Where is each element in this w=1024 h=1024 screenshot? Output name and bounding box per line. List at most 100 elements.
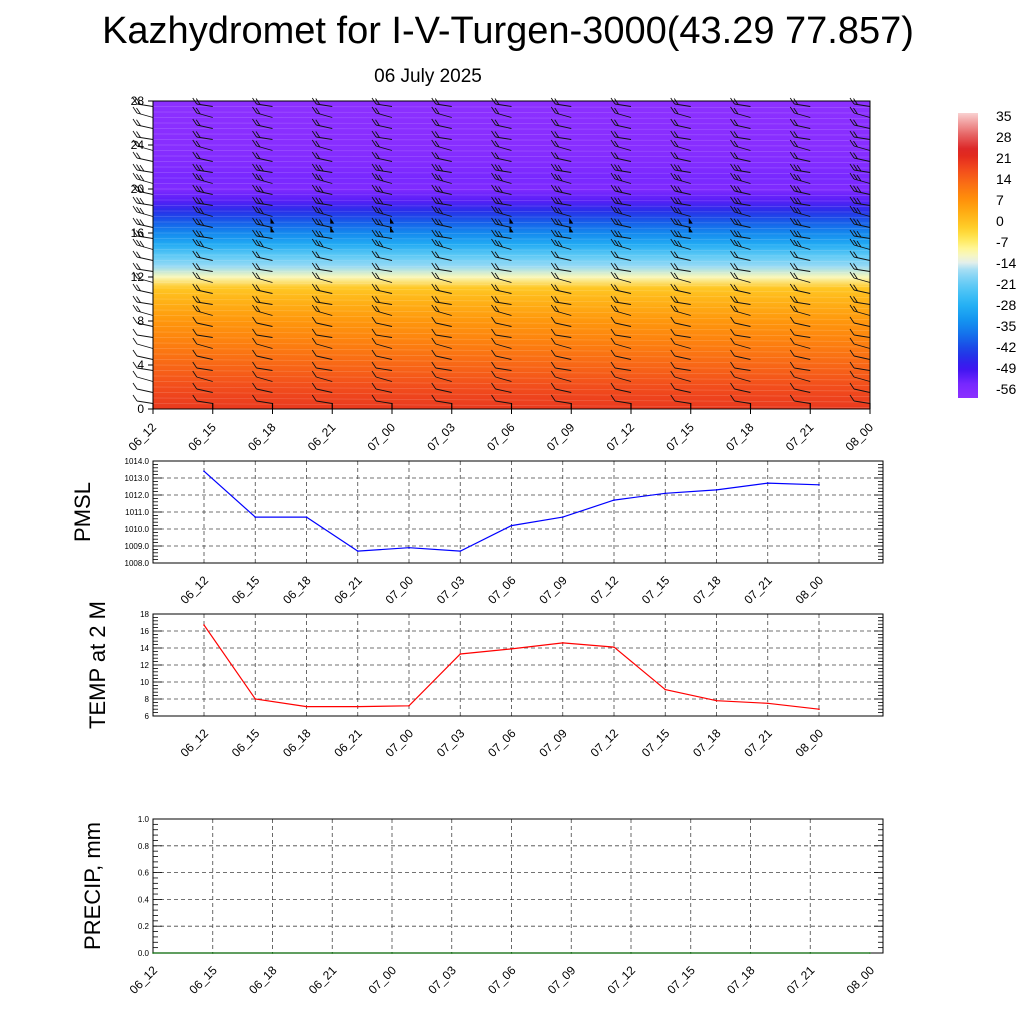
wind-barb	[730, 163, 751, 173]
wind-barb	[491, 196, 512, 206]
wind-barb	[431, 316, 452, 327]
data-point	[809, 952, 812, 954]
x-tick-label: 07_03	[434, 573, 468, 607]
x-tick-label: 07_15	[639, 726, 673, 760]
data-point	[408, 705, 410, 707]
wind-barb	[550, 295, 572, 305]
wind-barb	[491, 271, 512, 283]
wind-barb	[192, 316, 213, 327]
wind-barb	[789, 316, 811, 327]
wind-barb	[491, 217, 512, 228]
isotherm-line	[152, 106, 871, 108]
wind-barb	[192, 106, 213, 118]
wind-barb	[550, 184, 572, 195]
wind-barb	[789, 328, 811, 338]
wind-barb	[252, 151, 273, 162]
data-point	[818, 708, 820, 710]
wind-barb	[491, 151, 512, 162]
wind-pennant	[270, 226, 275, 233]
wind-barb	[371, 370, 393, 382]
wind-barb	[491, 295, 512, 305]
wind-barb	[789, 217, 811, 228]
x-tick-label: 07_00	[365, 420, 399, 454]
x-tick-label: 06_15	[229, 573, 263, 607]
wind-barb	[849, 217, 871, 228]
wind-barb	[431, 328, 452, 338]
wind-barb	[789, 370, 811, 382]
wind-barb	[192, 271, 213, 283]
data-point	[570, 952, 573, 954]
wind-barb	[311, 283, 333, 294]
wind-barb	[670, 295, 691, 305]
wind-barb	[192, 382, 213, 393]
wind-barb	[431, 250, 452, 261]
wind-barb	[491, 283, 512, 294]
wind-barb	[789, 262, 811, 272]
data-point	[305, 516, 308, 518]
wind-barb	[550, 118, 572, 129]
wind-barb	[132, 184, 154, 195]
wind-barb	[132, 316, 154, 327]
wind-barb	[730, 382, 751, 393]
x-tick-label: 07_03	[424, 420, 458, 454]
wind-barb	[311, 217, 333, 228]
y-tick-label: 4	[137, 358, 144, 372]
pmsl-panel: 1008.0 1009.0 1010.0 1011.0 1012.0 1013.0 1014…	[70, 457, 884, 607]
isotherm-line	[152, 111, 871, 114]
wind-barb	[789, 382, 811, 393]
data-point	[254, 698, 257, 700]
wind-barb	[789, 163, 811, 173]
wind-barb	[550, 196, 572, 206]
y-tick-label: 16	[131, 226, 145, 240]
wind-barb	[192, 172, 213, 184]
wind-barb	[670, 337, 691, 349]
wind-barb	[311, 262, 333, 272]
wind-barb	[252, 304, 273, 316]
colorbar-label: 35	[996, 108, 1012, 124]
wind-barb	[550, 172, 572, 184]
isotherm-line	[152, 205, 871, 207]
y-tick-label: 12	[140, 661, 149, 670]
colorbar: 35 28 21 14 7 0 -7 -14 -21 -28 -35 -42 -49 -56	[958, 108, 1016, 398]
x-tick-label: 07_15	[664, 963, 698, 997]
x-tick-label: 08_00	[843, 420, 877, 454]
wind-barb	[670, 229, 691, 239]
data-point	[766, 702, 769, 705]
wind-barb	[192, 361, 213, 371]
wind-barb	[371, 394, 393, 404]
wind-barb	[192, 163, 213, 173]
data-point	[152, 952, 154, 954]
wind-barb	[371, 139, 393, 151]
colorbar-label: 14	[996, 171, 1012, 187]
x-tick-label: 06_12	[126, 420, 160, 454]
wind-barb	[730, 370, 751, 382]
wind-barb	[849, 328, 871, 338]
x-tick-label: 08_00	[844, 963, 878, 997]
wind-barb	[730, 229, 751, 239]
wind-barb	[550, 382, 572, 393]
isotherm-line	[152, 139, 871, 141]
wind-barb	[252, 382, 273, 393]
wind-barb	[550, 130, 572, 140]
data-point	[203, 470, 205, 473]
wind-barb	[252, 139, 273, 151]
wind-barb	[849, 370, 871, 382]
wind-barb	[252, 328, 273, 338]
wind-barb	[849, 304, 871, 316]
wind-barb	[311, 250, 333, 261]
isotherm-line	[152, 293, 871, 298]
wind-barb	[192, 262, 213, 272]
wind-barb	[550, 304, 572, 316]
wind-barb	[491, 349, 512, 360]
data-point	[459, 653, 462, 655]
wind-barb	[431, 163, 452, 173]
temperature-cross-section: 0 4 8 12 16 20 24 28 06_12 06_15 06_18 06_21 07_00 07…	[126, 94, 877, 454]
wind-barb	[311, 316, 333, 327]
data-point	[715, 699, 718, 702]
data-point	[749, 952, 752, 954]
data-point	[305, 705, 308, 708]
wind-barb	[491, 139, 512, 151]
wind-barb	[849, 196, 871, 206]
isotherm-line	[152, 188, 871, 191]
wind-barb	[730, 217, 751, 228]
